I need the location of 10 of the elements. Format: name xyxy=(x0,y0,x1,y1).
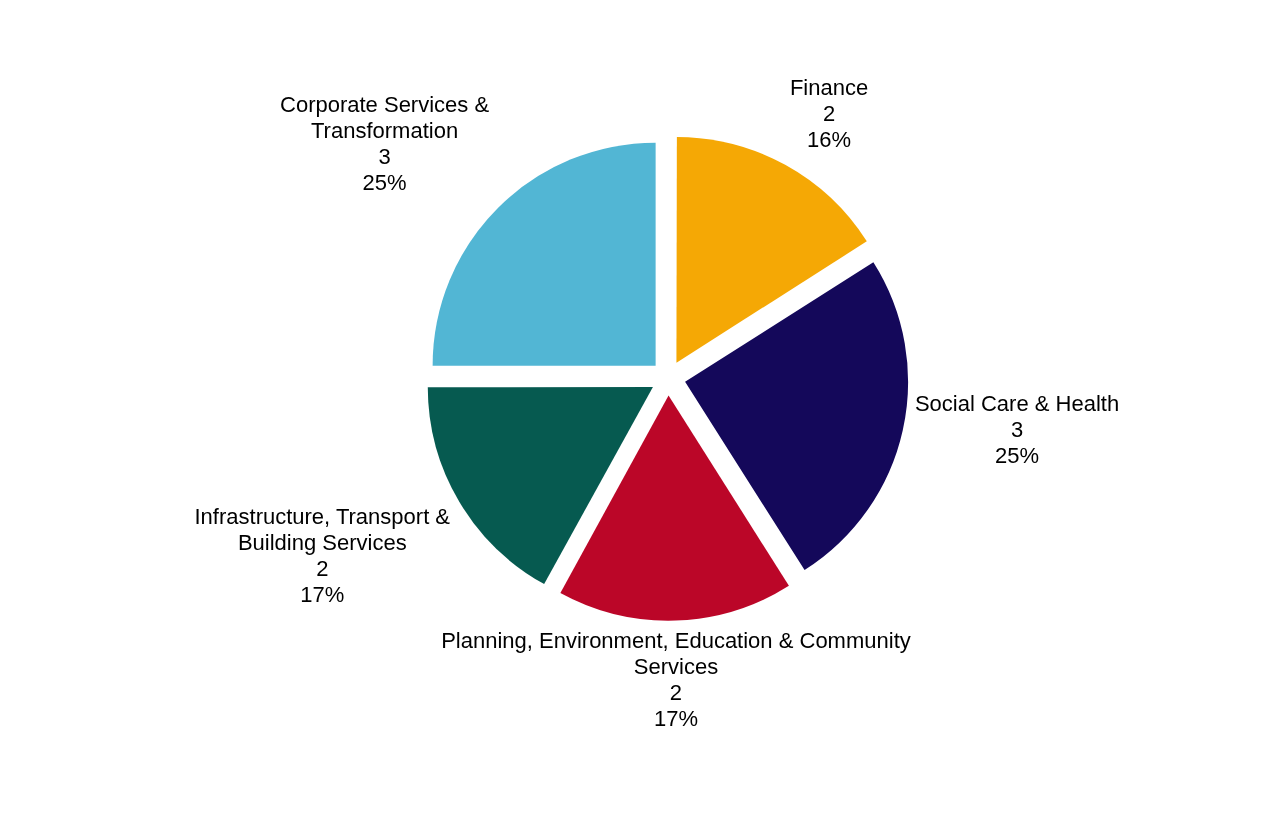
data-label: 2 17% xyxy=(653,679,698,731)
slice-label: Infrastructure, Transport & Building Services xyxy=(194,503,451,555)
slice-label: Corporate Services & Transformation xyxy=(280,92,490,144)
slice-label: Social Care & Health xyxy=(914,391,1120,417)
data-label: 2 17% xyxy=(300,555,345,607)
data-label: 3 25% xyxy=(362,144,407,196)
data-label: 2 16% xyxy=(806,101,852,153)
data-label: 3 25% xyxy=(994,417,1040,469)
slice-label: Finance xyxy=(789,75,869,101)
slice-label: Planning, Environment, Education & Community Services xyxy=(441,627,911,679)
